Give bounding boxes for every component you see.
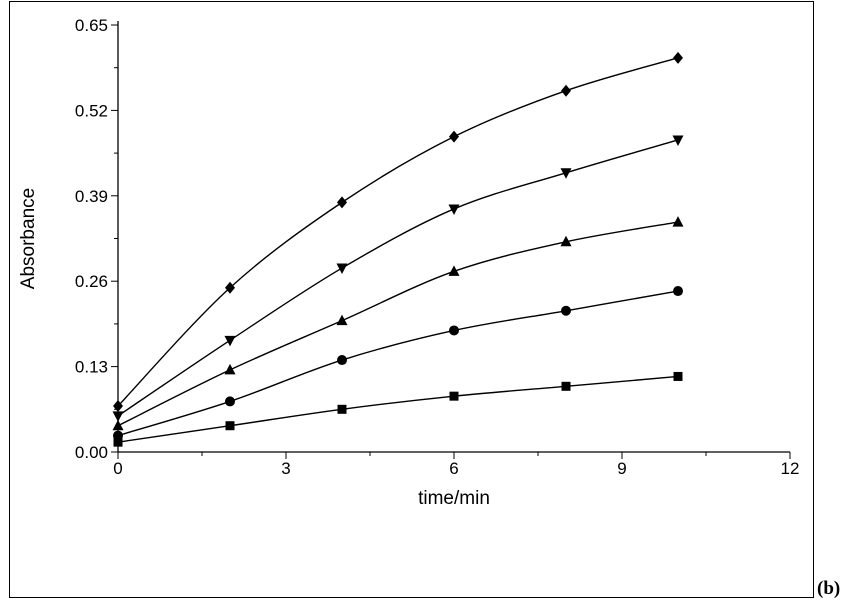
circle-marker [449, 325, 459, 336]
axes: 0 3 6 9 12 0.00 0.13 0.26 0.39 0.52 0.65 [75, 16, 800, 478]
circle-marker [337, 355, 347, 366]
series-square [113, 371, 683, 447]
circle-marker [225, 396, 235, 407]
diamond-marker [225, 281, 235, 294]
series-layer [112, 51, 684, 447]
x-tick-label: 9 [617, 459, 626, 478]
triangle-up-marker [112, 419, 124, 431]
square-marker [337, 404, 347, 414]
series-triangle-down [112, 135, 684, 422]
triangle-down-marker [112, 411, 124, 422]
x-tick-label: 12 [781, 459, 800, 478]
x-tick-label: 6 [449, 459, 458, 478]
square-marker [449, 391, 459, 401]
diamond-marker [449, 130, 459, 143]
series-line [117, 139, 679, 417]
circle-marker [673, 286, 683, 297]
square-marker [561, 381, 571, 391]
diamond-marker [561, 84, 571, 97]
triangle-up-marker [224, 363, 236, 375]
series-line [117, 375, 679, 443]
triangle-up-marker [336, 314, 348, 326]
panel-label: (b) [817, 578, 841, 599]
series-line [117, 221, 679, 427]
y-tick-label: 0.26 [75, 272, 108, 291]
triangle-down-marker [336, 263, 348, 275]
absorbance-chart: 0 3 6 9 120.000.130.260.390.520.65 time/min … [18, 16, 800, 509]
triangle-down-marker [448, 204, 460, 215]
diamond-marker [113, 400, 123, 413]
circle-marker [561, 305, 571, 316]
triangle-down-marker [224, 335, 236, 347]
triangle-down-marker [560, 168, 572, 179]
square-marker [225, 421, 235, 431]
y-axis-title: Absorbance [18, 188, 39, 289]
y-tick-label: 0.00 [75, 443, 108, 462]
triangle-up-marker [672, 216, 684, 227]
y-tick-label: 0.52 [75, 101, 108, 120]
triangle-up-marker [448, 265, 460, 276]
series-triangle-up [112, 216, 684, 431]
y-tick-label: 0.65 [75, 16, 108, 35]
series-line [117, 290, 679, 437]
square-marker [673, 371, 683, 381]
x-tick-label: 3 [281, 459, 290, 478]
circle-marker [113, 430, 123, 441]
diamond-marker [673, 51, 683, 64]
x-tick-label: 0 [113, 459, 122, 478]
triangle-up-marker [560, 235, 572, 247]
series-circle [113, 286, 683, 441]
series-diamond [113, 51, 683, 413]
y-tick-label: 0.39 [75, 187, 108, 206]
series-line [117, 57, 679, 407]
figure-frame: 0 3 6 9 12 0.00 0.13 0.26 0.39 0.52 0.65 time/min … [9, 1, 814, 598]
diamond-marker [337, 196, 347, 209]
y-tick-label: 0.13 [75, 358, 108, 377]
triangle-down-marker [672, 135, 684, 146]
x-axis-title: time/min [418, 488, 490, 509]
square-marker [113, 437, 123, 447]
